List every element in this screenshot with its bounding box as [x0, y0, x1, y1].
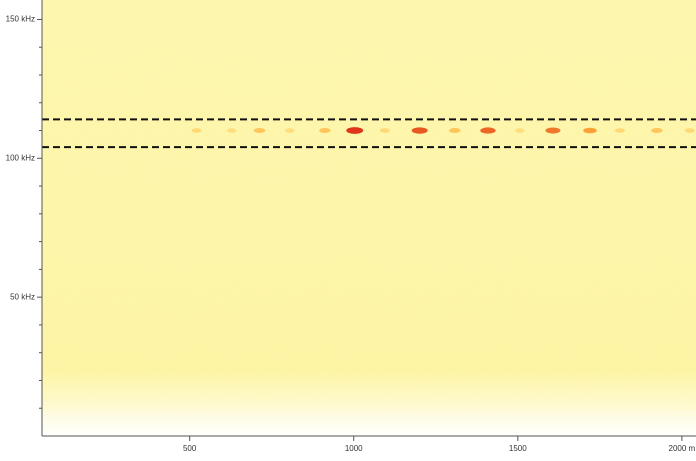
call-blob: [191, 128, 202, 133]
y-tick-label: 100 kHz: [6, 153, 35, 162]
call-blob: [684, 128, 695, 133]
y-tick-label: 50 kHz: [10, 292, 35, 301]
x-tick-label: 1000: [345, 444, 363, 453]
call-blob: [411, 127, 428, 134]
y-tick-label: 150 kHz: [6, 15, 35, 24]
call-blob: [583, 127, 597, 134]
call-blob: [346, 127, 364, 134]
call-blob: [614, 128, 625, 133]
call-blob: [545, 127, 561, 134]
x-tick-label: 500: [183, 444, 197, 453]
call-blob: [449, 127, 461, 134]
spectrogram-noise: [42, 0, 696, 410]
call-blob: [480, 127, 496, 134]
call-blob: [253, 127, 266, 134]
x-tick-label: 1500: [509, 444, 527, 453]
call-blob: [319, 127, 331, 134]
call-blob: [285, 128, 295, 133]
call-blob: [651, 127, 663, 134]
call-blob: [515, 128, 525, 133]
call-blob: [379, 128, 390, 133]
call-blob: [226, 128, 237, 133]
x-tick-label: 2000 m: [669, 444, 696, 453]
